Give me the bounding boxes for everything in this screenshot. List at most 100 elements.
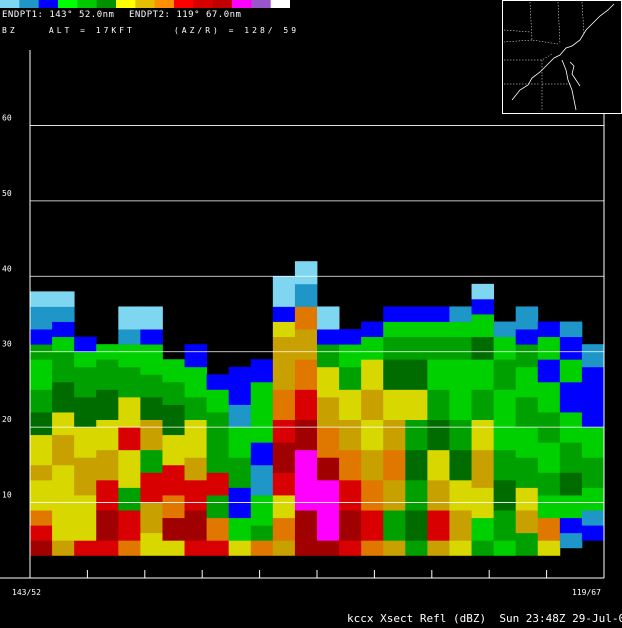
reflectivity-cell xyxy=(250,381,274,413)
reflectivity-cell xyxy=(206,540,230,556)
reflectivity-cell xyxy=(339,479,362,511)
reflectivity-cell xyxy=(118,396,141,428)
reflectivity-cell xyxy=(559,381,583,413)
reflectivity-cell xyxy=(581,427,605,458)
reflectivity-cell xyxy=(96,540,119,556)
reflectivity-cell xyxy=(383,540,406,556)
reflectivity-cell xyxy=(52,321,75,338)
reflectivity-cell xyxy=(30,479,53,511)
reflectivity-cell xyxy=(405,449,428,481)
reflectivity-cell xyxy=(228,457,252,488)
reflectivity-cell xyxy=(471,359,495,390)
reflectivity-cell xyxy=(140,374,163,398)
reflectivity-cell xyxy=(250,525,274,541)
reflectivity-cell xyxy=(361,540,384,556)
reflectivity-cell xyxy=(471,419,495,451)
reflectivity-cell xyxy=(162,495,185,519)
colorbar-swatch xyxy=(0,0,20,8)
reflectivity-cell xyxy=(471,283,495,300)
reflectivity-cell xyxy=(30,434,53,466)
reflectivity-cell xyxy=(405,419,428,451)
reflectivity-cell xyxy=(559,442,583,473)
reflectivity-cell xyxy=(581,366,605,398)
reflectivity-cell xyxy=(449,419,472,451)
reflectivity-cell xyxy=(537,495,561,519)
reflectivity-cell xyxy=(581,344,605,368)
reflectivity-cell xyxy=(30,540,53,556)
reflectivity-cell xyxy=(140,329,163,345)
reflectivity-cell xyxy=(515,329,539,345)
reflectivity-cell xyxy=(361,449,384,481)
reflectivity-cell xyxy=(162,381,185,405)
reflectivity-cell xyxy=(118,344,141,368)
reflectivity-cell xyxy=(206,517,230,541)
reflectivity-cell xyxy=(250,540,274,556)
left-endpoint-label: 143/52 xyxy=(12,588,41,597)
reflectivity-cell xyxy=(537,442,561,473)
reflectivity-cell xyxy=(427,510,450,541)
reflectivity-cell xyxy=(449,540,472,556)
reflectivity-cell xyxy=(581,487,605,511)
reflectivity-cell xyxy=(317,396,340,428)
reflectivity-cell xyxy=(361,510,384,541)
reflectivity-cell xyxy=(294,449,318,481)
y-tick-labels: 10 20 30 40 50 60 xyxy=(2,113,12,499)
reflectivity-cell xyxy=(581,396,605,428)
reflectivity-cell xyxy=(118,427,141,451)
reflectivity-cell xyxy=(493,479,517,511)
reflectivity-cell xyxy=(405,359,428,390)
reflectivity-cell xyxy=(383,321,406,338)
reflectivity-cell xyxy=(339,366,362,390)
reflectivity-cell xyxy=(206,495,230,519)
reflectivity-cell xyxy=(559,336,583,360)
reflectivity-cell xyxy=(427,540,450,556)
reflectivity-cell xyxy=(471,517,495,541)
reflectivity-cell xyxy=(272,419,296,443)
reflectivity-cell xyxy=(405,389,428,420)
location-minimap xyxy=(502,0,622,114)
colorbar-swatch xyxy=(77,0,98,8)
colorbar-swatch xyxy=(19,0,40,8)
reflectivity-cell xyxy=(537,472,561,496)
reflectivity-cell xyxy=(272,336,296,360)
reflectivity-cell xyxy=(471,314,495,338)
reflectivity-cell xyxy=(250,359,274,383)
reflectivity-cell xyxy=(383,336,406,360)
reflectivity-cell xyxy=(184,396,208,420)
reflectivity-cell xyxy=(184,457,208,481)
reflectivity-cell xyxy=(427,449,450,481)
reflectivity-cell xyxy=(515,510,539,534)
reflectivity-cell xyxy=(317,329,340,345)
reflectivity-cell xyxy=(52,306,75,322)
reflectivity-cell xyxy=(52,464,75,511)
y-tick-label: 50 xyxy=(2,189,12,198)
reflectivity-cell xyxy=(515,532,539,556)
reflectivity-cell xyxy=(383,306,406,322)
color-scale-bar xyxy=(0,0,290,8)
reflectivity-cell xyxy=(30,359,53,390)
reflectivity-cell xyxy=(515,487,539,511)
reflectivity-cell xyxy=(449,306,472,322)
reflectivity-cell xyxy=(162,464,185,496)
reflectivity-cell xyxy=(250,442,274,466)
reflectivity-cell xyxy=(74,336,97,353)
reflectivity-cell xyxy=(317,427,340,458)
colorbar-swatch xyxy=(193,0,214,8)
reflectivity-cell xyxy=(559,517,583,534)
product-line: kccx Xsect Refl (dBZ) Sun 23:48Z 29-Jul-… xyxy=(347,612,622,625)
reflectivity-cell xyxy=(52,434,75,466)
reflectivity-cell xyxy=(206,442,230,473)
colorbar-swatch xyxy=(251,0,272,8)
reflectivity-cell xyxy=(272,472,296,496)
reflectivity-cell xyxy=(272,389,296,420)
reflectivity-cell xyxy=(383,359,406,390)
reflectivity-cell xyxy=(140,449,163,473)
reflectivity-cell xyxy=(228,540,252,556)
reflectivity-cell xyxy=(515,366,539,398)
reflectivity-cell xyxy=(184,510,208,541)
reflectivity-cell xyxy=(471,336,495,360)
reflectivity-cell xyxy=(559,359,583,383)
reflectivity-cell xyxy=(96,359,119,390)
reflectivity-cell xyxy=(294,389,318,420)
